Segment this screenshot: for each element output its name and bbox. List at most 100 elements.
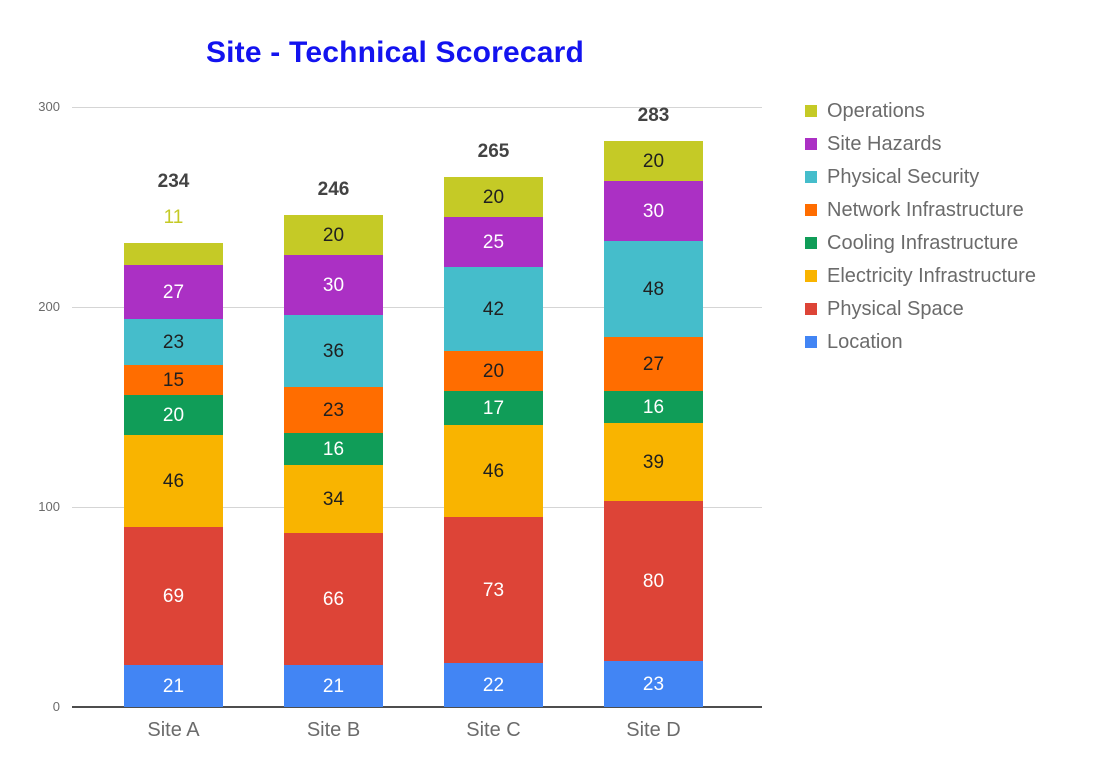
legend-item[interactable]: Network Infrastructure [805, 198, 1105, 223]
bar-segment[interactable]: 34 [284, 465, 383, 533]
legend-swatch-icon [805, 270, 817, 282]
segment-value-label: 20 [642, 150, 665, 172]
segment-value-label: 16 [642, 396, 665, 418]
gridline [72, 107, 762, 108]
bar-total-label: 234 [157, 171, 190, 192]
bar-stack[interactable]: 21 66 34 16 23 36 30 20 [284, 107, 383, 707]
legend-swatch-icon [805, 138, 817, 150]
y-axis-tick-label: 0 [52, 699, 60, 714]
bar-segment[interactable]: 21 [124, 665, 223, 707]
bar-segment[interactable]: 25 [444, 217, 543, 267]
bar-segment[interactable]: 27 [124, 265, 223, 319]
legend-item-label: Location [827, 331, 903, 353]
bar-segment[interactable]: 42 [444, 267, 543, 351]
segment-value-label: 66 [322, 588, 345, 610]
bar-segment[interactable]: 17 [444, 391, 543, 425]
legend-item-label: Electricity Infrastructure [827, 265, 1036, 287]
legend-item[interactable]: Electricity Infrastructure [805, 264, 1105, 289]
segment-value-label: 36 [322, 340, 345, 362]
bar-segment[interactable]: 23 [284, 387, 383, 433]
bar-segment[interactable]: 23 [124, 319, 223, 365]
bar-segment[interactable]: 21 [284, 665, 383, 707]
bar-segment[interactable]: 30 [604, 181, 703, 241]
legend-swatch-icon [805, 171, 817, 183]
legend-item-label: Operations [827, 100, 925, 122]
y-axis-tick-label: 300 [38, 99, 60, 114]
bar-stack[interactable]: 22 73 46 17 20 42 25 20 [444, 107, 543, 707]
bar-segment[interactable]: 30 [284, 255, 383, 315]
segment-value-label: 46 [482, 460, 505, 482]
gridline [72, 307, 762, 308]
legend-item[interactable]: Physical Security [805, 165, 1105, 190]
segment-value-label: 30 [322, 274, 345, 296]
gridline [72, 507, 762, 508]
segment-value-label: 20 [482, 186, 505, 208]
y-axis-tick-label: 200 [38, 299, 60, 314]
bar-segment[interactable]: 20 [444, 177, 543, 217]
bar-segment[interactable]: 20 [284, 215, 383, 255]
legend-item[interactable]: Physical Space [805, 297, 1105, 322]
segment-value-label: 39 [642, 451, 665, 473]
segment-value-label: 20 [322, 224, 345, 246]
segment-value-label: 27 [162, 281, 185, 303]
legend-item-label: Physical Space [827, 298, 964, 320]
legend-item[interactable]: Site Hazards [805, 132, 1105, 157]
segment-value-label: 27 [642, 353, 665, 375]
segment-value-label: 23 [642, 673, 665, 695]
legend-item-label: Cooling Infrastructure [827, 232, 1019, 254]
segment-value-label: 69 [162, 585, 185, 607]
x-axis-tick-label: Site A [147, 719, 200, 741]
bar-segment[interactable]: 16 [604, 391, 703, 423]
segment-value-label: 20 [482, 360, 505, 382]
bar-segment[interactable]: 23 [604, 661, 703, 707]
bar-total-label: 283 [637, 105, 670, 126]
legend-swatch-icon [805, 336, 817, 348]
bar-segment[interactable]: 20 [604, 141, 703, 181]
chart-title: Site - Technical Scorecard [205, 36, 585, 69]
legend-item[interactable]: Location [805, 330, 1105, 355]
bar-segment[interactable]: 80 [604, 501, 703, 661]
bar-stack[interactable]: 23 80 39 16 27 48 30 20 [604, 107, 703, 707]
bar-segment[interactable]: 69 [124, 527, 223, 665]
bar-segment[interactable]: 16 [284, 433, 383, 465]
bar-segment[interactable]: 46 [444, 425, 543, 517]
bar-segment[interactable]: 66 [284, 533, 383, 665]
segment-value-label: 23 [162, 331, 185, 353]
x-axis-tick-label: Site C [466, 719, 521, 741]
segment-value-label: 46 [162, 470, 185, 492]
bar-segment[interactable]: 20 [444, 351, 543, 391]
bar-segment[interactable]: 36 [284, 315, 383, 387]
bar-segment[interactable]: 46 [124, 435, 223, 527]
bar-segment[interactable]: 39 [604, 423, 703, 501]
bar-segment[interactable]: 73 [444, 517, 543, 663]
segment-value-label-outside: 11 [163, 207, 184, 228]
legend-item-label: Physical Security [827, 166, 980, 188]
bar-total-label: 265 [477, 141, 510, 162]
bar-segment[interactable]: 20 [124, 395, 223, 435]
x-axis-tick-label: Site D [626, 719, 681, 741]
legend-swatch-icon [805, 303, 817, 315]
bar-segment[interactable]: 22 [444, 663, 543, 707]
bar-total-label: 246 [317, 179, 350, 200]
bar-segment[interactable]: 27 [604, 337, 703, 391]
segment-value-label: 20 [162, 404, 185, 426]
legend-item-label: Site Hazards [827, 133, 942, 155]
chart-legend: Operations Site Hazards Physical Security N… [805, 99, 1105, 363]
legend-item[interactable]: Cooling Infrastructure [805, 231, 1105, 256]
segment-value-label: 21 [162, 675, 185, 697]
legend-swatch-icon [805, 237, 817, 249]
bar-segment[interactable]: 15 [124, 365, 223, 395]
legend-swatch-icon [805, 105, 817, 117]
segment-value-label: 48 [642, 278, 665, 300]
legend-item[interactable]: Operations [805, 99, 1105, 124]
bar-stack[interactable]: 21 69 46 20 15 23 27 [124, 107, 223, 707]
x-axis-line [72, 706, 762, 708]
segment-value-label: 17 [482, 397, 505, 419]
segment-value-label: 21 [322, 675, 345, 697]
bar-segment[interactable]: 48 [604, 241, 703, 337]
legend-swatch-icon [805, 204, 817, 216]
segment-value-label: 34 [322, 488, 345, 510]
segment-value-label: 25 [482, 231, 505, 253]
bar-segment[interactable] [124, 243, 223, 265]
